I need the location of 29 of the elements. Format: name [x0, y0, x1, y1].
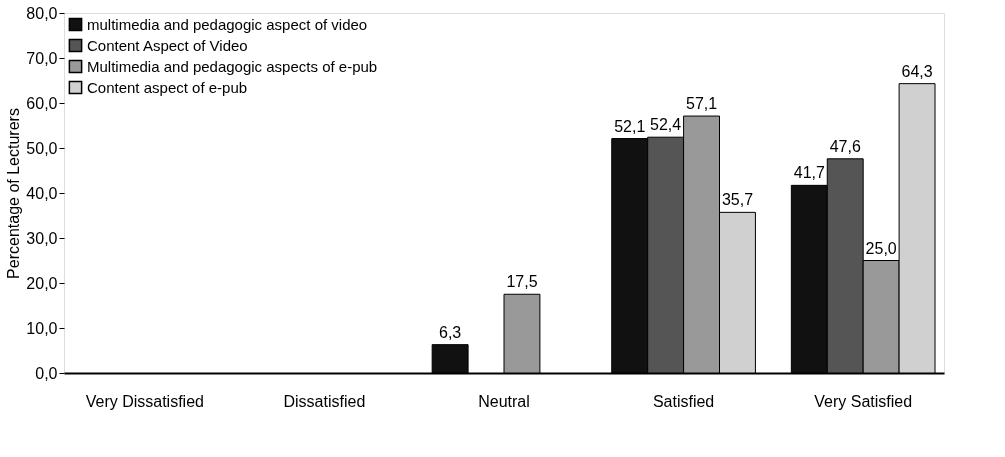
data-label: 52,4 — [650, 116, 682, 134]
data-label: 35,7 — [721, 191, 754, 209]
y-tick-label: 50,0 — [26, 139, 58, 157]
y-tick-label: 30,0 — [26, 229, 58, 247]
x-tick-label: Very Satisfied — [814, 392, 913, 410]
y-tick-label: 10,0 — [26, 319, 58, 337]
x-tick-label: Neutral — [478, 392, 530, 410]
data-label: 17,5 — [506, 273, 538, 291]
y-tick-label: 0,0 — [35, 364, 58, 382]
legend-label: Content Aspect of Video — [87, 36, 248, 54]
data-label: 6,3 — [439, 323, 462, 341]
legend-label: Content aspect of e-pub — [87, 78, 248, 96]
x-tick-label: Very Dissatisfied — [85, 392, 204, 410]
data-label: 57,1 — [685, 95, 718, 113]
x-tick-label: Satisfied — [652, 392, 715, 410]
y-tick-label: 20,0 — [26, 274, 58, 292]
y-axis-title: Percentage of Lecturers — [5, 108, 23, 279]
data-label: 47,6 — [829, 137, 861, 155]
data-label: 64,3 — [901, 62, 933, 80]
y-tick-label: 80,0 — [26, 4, 58, 22]
data-label: 41,7 — [793, 164, 825, 182]
data-label: 52,1 — [614, 117, 646, 135]
y-tick-label: 70,0 — [26, 49, 58, 67]
y-tick-label: 60,0 — [26, 94, 58, 112]
legend-label: Multimedia and pedagogic aspects of e-pub — [87, 57, 378, 75]
y-tick-label: 40,0 — [26, 184, 58, 202]
x-tick-label: Dissatisfied — [283, 392, 366, 410]
data-label: 25,0 — [865, 239, 897, 257]
legend-label: multimedia and pedagogic aspect of video — [87, 15, 368, 33]
